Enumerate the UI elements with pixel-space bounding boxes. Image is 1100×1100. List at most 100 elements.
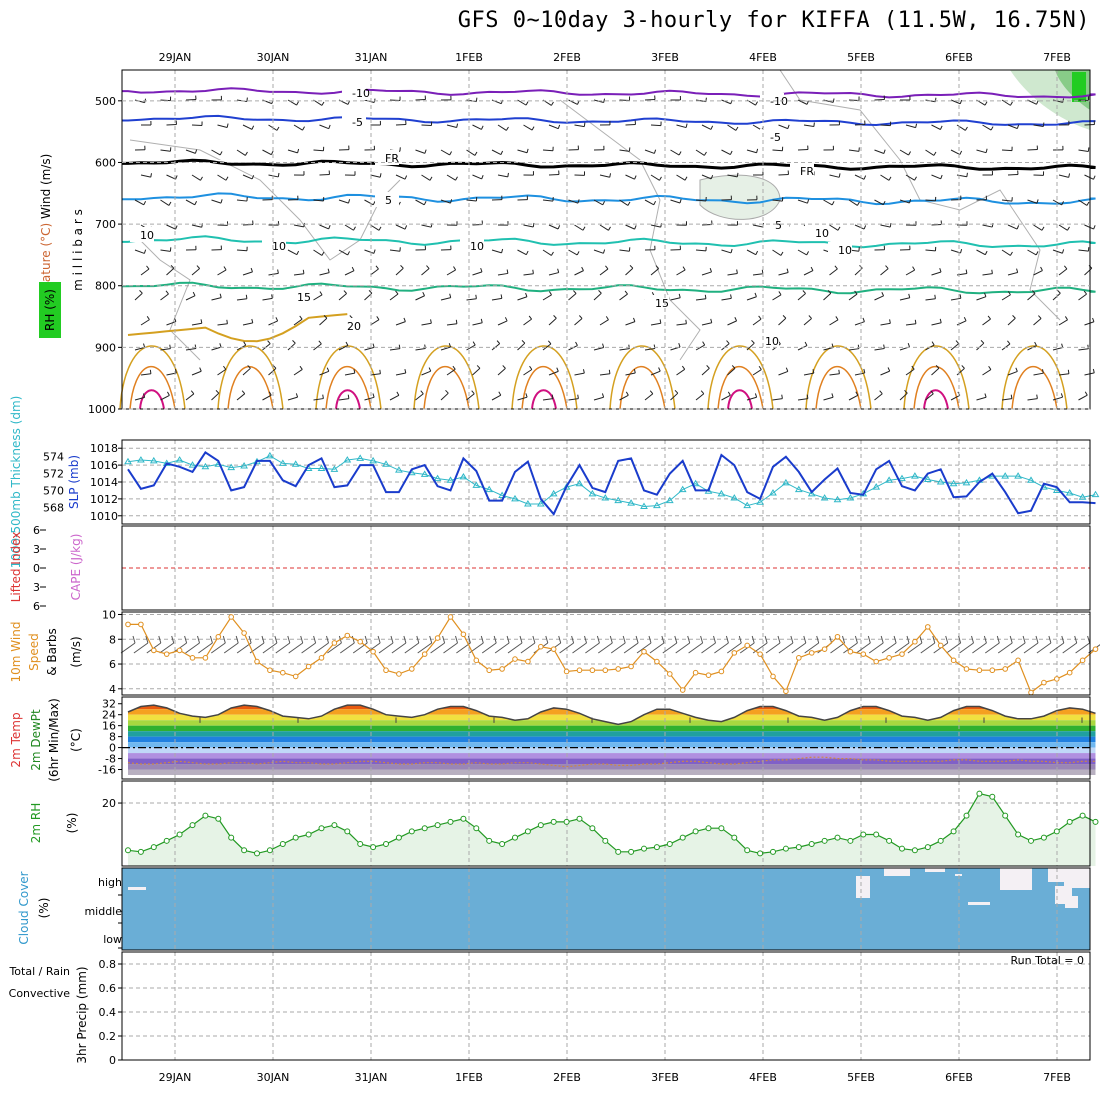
wind-barb-2-12 bbox=[440, 149, 450, 156]
wind-barb-flag-9-13 bbox=[480, 318, 483, 323]
wind-barb-flag-11-6 bbox=[299, 365, 303, 370]
wind-barb-flag-1-25 bbox=[787, 124, 790, 129]
wind-barb-11-24 bbox=[752, 369, 762, 376]
wind-barb-9-13 bbox=[472, 322, 483, 326]
wind10-barb-flag-21 bbox=[403, 635, 407, 644]
wind-barb-12-14 bbox=[491, 394, 502, 401]
wind-barb-1-34 bbox=[1007, 124, 1018, 130]
thickness-point-39 bbox=[627, 499, 635, 506]
wind-barb-flag-9-21 bbox=[685, 319, 687, 324]
wind-barb-flag-11-35 bbox=[1042, 369, 1044, 374]
wind-barb-flag-6-8 bbox=[347, 251, 351, 256]
date-label-top-6: 4FEB bbox=[749, 51, 777, 64]
wind-barb-flag-6-18 bbox=[602, 249, 606, 254]
wind-barb-flag-0-33 bbox=[984, 101, 988, 106]
wind10-point-65 bbox=[963, 666, 970, 672]
wind-barb-7-11 bbox=[421, 268, 430, 276]
wind-barb-flag-7-6 bbox=[302, 269, 305, 274]
wind10-barb-flag-44 bbox=[700, 635, 704, 644]
wind10-point-62 bbox=[925, 624, 931, 630]
wind10-ylabel-a: 10m Wind bbox=[9, 622, 23, 683]
wind-barb-7-18 bbox=[599, 268, 609, 276]
wind-barb-flag-9-27 bbox=[835, 316, 839, 321]
upper-air-ytick-4: 900 bbox=[95, 341, 116, 354]
contour-label-bg-14 bbox=[262, 238, 286, 253]
wind-barb-flag-10-32 bbox=[955, 340, 960, 344]
wind10-point-27 bbox=[473, 657, 480, 664]
wind-barb-1-20 bbox=[650, 124, 662, 127]
wind-barb-flag-1-21 bbox=[685, 123, 688, 128]
rh-point-60 bbox=[899, 845, 905, 852]
contour-label-0: -10 bbox=[352, 87, 370, 100]
wind-barb-flag-10-27 bbox=[831, 343, 834, 348]
wind-barb-7-30 bbox=[905, 269, 915, 276]
wind10-point-36 bbox=[589, 667, 596, 674]
wind-barb-flag-10-31 bbox=[931, 341, 935, 346]
wind-barb-2-37 bbox=[1078, 149, 1089, 152]
wind-barb-flag-8-11 bbox=[422, 291, 425, 296]
wind-barb-1-29 bbox=[880, 124, 891, 127]
cloud-level-low: low bbox=[103, 933, 122, 946]
wind-barb-4-13 bbox=[466, 199, 477, 202]
wind-barb-8-4 bbox=[236, 298, 247, 301]
wind10-point-55 bbox=[834, 633, 841, 640]
wind-barb-6-33 bbox=[976, 249, 986, 256]
wind-barb-5-31 bbox=[931, 223, 942, 226]
wind-barb-flag-4-11 bbox=[423, 201, 427, 206]
wind-barb-9-0 bbox=[140, 319, 150, 326]
wind10-barb-flag-32 bbox=[545, 635, 549, 644]
wind-barb-7-12 bbox=[446, 269, 456, 276]
wind-barb-10-20 bbox=[644, 347, 655, 351]
rh-point-64 bbox=[950, 828, 957, 835]
wind-barb-flag-3-13 bbox=[481, 175, 484, 180]
wind-barb-flag-3-27 bbox=[838, 173, 841, 178]
contour-label-bg-8 bbox=[130, 227, 154, 242]
rh-point-33 bbox=[550, 818, 557, 825]
wind-barb-flag-12-27 bbox=[831, 393, 834, 398]
wind-barb-flag-11-29 bbox=[887, 367, 891, 372]
temp2m-ytick-0: 32 bbox=[102, 698, 116, 711]
wind-barb-0-1 bbox=[160, 99, 171, 102]
thickness-point-69 bbox=[1014, 472, 1022, 479]
wind10-point-70 bbox=[1028, 689, 1034, 696]
wind10-point-71 bbox=[1041, 679, 1047, 686]
wind-barb-10-8 bbox=[338, 345, 349, 351]
wind10-point-41 bbox=[654, 658, 660, 665]
temp2m-ylabel-b: 2m DewPt bbox=[29, 709, 43, 771]
wind10-barb-56 bbox=[843, 642, 858, 654]
thickness-point-13 bbox=[291, 460, 300, 467]
wind-barb-8-1 bbox=[160, 293, 169, 301]
wind10-barb-flag-50 bbox=[777, 635, 781, 644]
wind-barb-8-34 bbox=[1001, 294, 1011, 301]
thickness-point-74 bbox=[1078, 493, 1087, 500]
wind-barb-flag-1-14 bbox=[505, 126, 509, 131]
wind-barb-flag-10-11 bbox=[424, 344, 426, 349]
contour-label-bg-2 bbox=[342, 114, 366, 129]
wind-barb-5-9 bbox=[370, 224, 380, 231]
wind10-barb-flag-10 bbox=[261, 635, 265, 644]
cloud-level-high: high bbox=[98, 876, 122, 889]
wind-barb-flag-4-30 bbox=[909, 199, 912, 204]
wind-barb-flag-10-23 bbox=[726, 340, 730, 344]
wind-barb-flag-5-6 bbox=[303, 222, 305, 227]
wind-barb-12-31 bbox=[925, 393, 934, 401]
wind-barb-2-13 bbox=[466, 149, 476, 156]
wind-barb-5-24 bbox=[752, 224, 763, 228]
cloud-clear-0 bbox=[856, 876, 870, 898]
wind-barb-flag-4-12 bbox=[450, 199, 453, 204]
wind-barb-4-12 bbox=[440, 199, 451, 204]
date-label-top-3: 1FEB bbox=[455, 51, 483, 64]
wind-barb-flag-9-2 bbox=[200, 319, 203, 324]
wind10-barb-flag-5 bbox=[197, 635, 200, 644]
wind-barb-8-15 bbox=[517, 296, 528, 301]
wind-barb-flag-7-12 bbox=[453, 266, 457, 271]
wind-barb-flag-0-6 bbox=[296, 101, 299, 106]
wind-barb-3-4 bbox=[242, 174, 253, 180]
cloud-clear-4 bbox=[1000, 868, 1032, 890]
rh-point-45 bbox=[705, 825, 712, 832]
wind-barb-9-9 bbox=[370, 319, 380, 326]
wind-barb-flag-1-4 bbox=[251, 125, 255, 130]
wind-barb-flag-7-33 bbox=[991, 269, 993, 274]
wind-barb-9-25 bbox=[778, 317, 787, 326]
temp-band-4 bbox=[128, 725, 1096, 732]
